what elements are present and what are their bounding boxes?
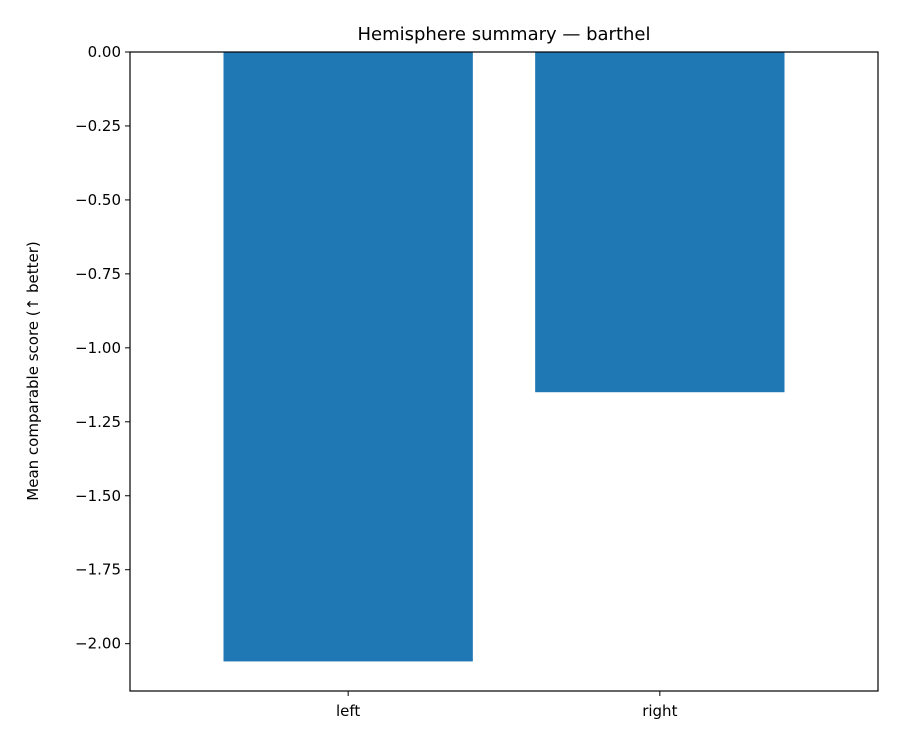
y-tick-label: 0.00 — [88, 43, 121, 61]
bar-right — [535, 52, 785, 393]
y-axis-label: Mean comparable score (↑ better) — [24, 241, 42, 500]
x-tick-label-left: left — [336, 702, 360, 720]
x-tick-label-right: right — [642, 702, 677, 720]
y-tick-label: −0.75 — [75, 265, 121, 283]
y-tick-label: −1.00 — [75, 339, 121, 357]
x-axis-ticks: left right — [336, 691, 678, 720]
y-tick-label: −0.25 — [75, 117, 121, 135]
y-axis-ticks: 0.00 −0.25 −0.50 −0.75 −1.00 −1.25 −1.50 −1.75 −… — [75, 43, 130, 653]
y-tick-label: −1.75 — [75, 561, 121, 579]
y-tick-label: −2.00 — [75, 635, 121, 653]
bar-left — [223, 52, 473, 662]
y-tick-label: −0.50 — [75, 191, 121, 209]
plot-frame — [129, 51, 879, 692]
y-tick-label: −1.50 — [75, 487, 121, 505]
y-tick-label: −1.25 — [75, 413, 121, 431]
bars-group — [223, 52, 785, 662]
chart-title: Hemisphere summary — barthel — [357, 24, 650, 45]
